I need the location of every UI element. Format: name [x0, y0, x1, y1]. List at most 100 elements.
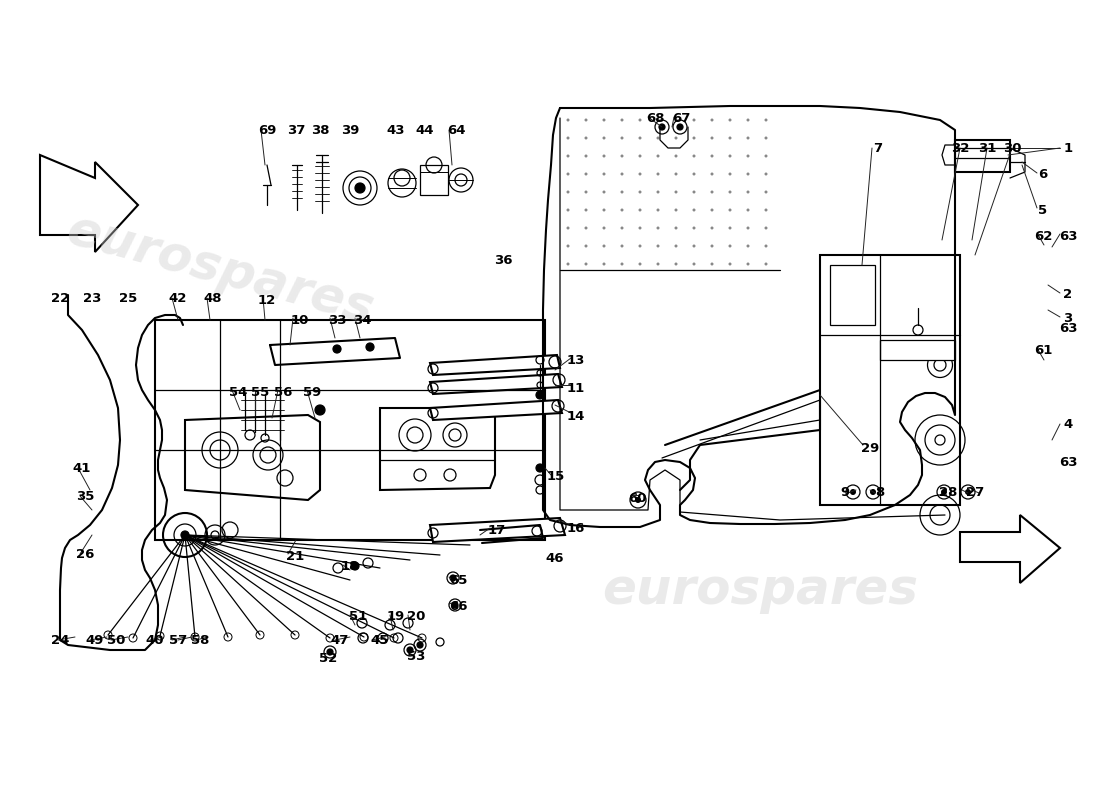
- Text: 59: 59: [302, 386, 321, 398]
- Circle shape: [326, 634, 334, 642]
- Circle shape: [638, 118, 641, 122]
- Circle shape: [584, 209, 587, 211]
- Circle shape: [850, 489, 856, 495]
- Circle shape: [728, 245, 732, 247]
- Circle shape: [940, 489, 947, 495]
- Circle shape: [728, 118, 732, 122]
- Text: 20: 20: [407, 610, 426, 623]
- Text: 57: 57: [169, 634, 187, 646]
- Circle shape: [584, 118, 587, 122]
- Circle shape: [764, 190, 768, 194]
- Text: 49: 49: [86, 634, 104, 646]
- Circle shape: [566, 245, 570, 247]
- Circle shape: [566, 154, 570, 158]
- Text: 31: 31: [978, 142, 997, 154]
- Circle shape: [603, 118, 605, 122]
- Text: 63: 63: [1058, 322, 1077, 334]
- Text: 1: 1: [1064, 142, 1072, 154]
- Text: 26: 26: [76, 549, 95, 562]
- Text: 4: 4: [1064, 418, 1072, 431]
- Circle shape: [129, 634, 138, 642]
- Text: 65: 65: [449, 574, 468, 586]
- Circle shape: [224, 633, 232, 641]
- Circle shape: [693, 245, 695, 247]
- Circle shape: [657, 154, 660, 158]
- Circle shape: [620, 209, 624, 211]
- Text: 21: 21: [286, 550, 304, 562]
- Circle shape: [638, 173, 641, 175]
- Circle shape: [407, 647, 412, 653]
- Polygon shape: [185, 415, 320, 500]
- Circle shape: [693, 154, 695, 158]
- Circle shape: [638, 262, 641, 266]
- Circle shape: [536, 464, 544, 472]
- Circle shape: [764, 137, 768, 139]
- Circle shape: [676, 124, 683, 130]
- Bar: [420, 165, 448, 195]
- Text: 7: 7: [873, 142, 882, 154]
- Circle shape: [351, 562, 359, 570]
- Text: 12: 12: [257, 294, 276, 306]
- Circle shape: [620, 118, 624, 122]
- Text: 27: 27: [966, 486, 984, 499]
- Circle shape: [450, 575, 456, 581]
- Circle shape: [657, 209, 660, 211]
- Circle shape: [315, 405, 324, 415]
- Circle shape: [327, 649, 333, 655]
- Circle shape: [620, 154, 624, 158]
- Text: eurospares: eurospares: [62, 206, 378, 334]
- Circle shape: [728, 173, 732, 175]
- Circle shape: [620, 226, 624, 230]
- Circle shape: [674, 173, 678, 175]
- Circle shape: [657, 226, 660, 230]
- Text: 10: 10: [290, 314, 309, 326]
- Circle shape: [603, 209, 605, 211]
- Text: 34: 34: [353, 314, 372, 326]
- Text: eurospares: eurospares: [602, 566, 918, 614]
- Circle shape: [728, 190, 732, 194]
- Text: 46: 46: [546, 551, 564, 565]
- Circle shape: [747, 190, 749, 194]
- Text: 66: 66: [449, 601, 468, 614]
- Text: 60: 60: [628, 491, 647, 505]
- Circle shape: [728, 262, 732, 266]
- Circle shape: [674, 245, 678, 247]
- Circle shape: [674, 190, 678, 194]
- Text: 63: 63: [1058, 455, 1077, 469]
- Text: 17: 17: [488, 523, 506, 537]
- Circle shape: [584, 190, 587, 194]
- Circle shape: [657, 262, 660, 266]
- Circle shape: [674, 137, 678, 139]
- Circle shape: [635, 497, 641, 503]
- Circle shape: [693, 262, 695, 266]
- Circle shape: [747, 154, 749, 158]
- Circle shape: [657, 137, 660, 139]
- Text: 50: 50: [107, 634, 125, 646]
- Circle shape: [711, 118, 714, 122]
- Circle shape: [764, 154, 768, 158]
- Circle shape: [566, 137, 570, 139]
- Text: 51: 51: [349, 610, 367, 623]
- Circle shape: [638, 154, 641, 158]
- Circle shape: [603, 226, 605, 230]
- Text: 68: 68: [646, 111, 664, 125]
- Text: 45: 45: [371, 634, 389, 646]
- Text: 42: 42: [168, 291, 187, 305]
- Circle shape: [764, 262, 768, 266]
- Circle shape: [657, 190, 660, 194]
- Text: 23: 23: [82, 291, 101, 305]
- Circle shape: [764, 245, 768, 247]
- Text: 6: 6: [1038, 169, 1047, 182]
- Polygon shape: [379, 408, 495, 490]
- Circle shape: [728, 154, 732, 158]
- Circle shape: [104, 631, 112, 639]
- Circle shape: [603, 190, 605, 194]
- Circle shape: [355, 183, 365, 193]
- Text: 16: 16: [566, 522, 585, 534]
- Text: 64: 64: [447, 125, 465, 138]
- Circle shape: [728, 209, 732, 211]
- Text: 48: 48: [204, 291, 222, 305]
- Text: 2: 2: [1064, 289, 1072, 302]
- Circle shape: [711, 262, 714, 266]
- Circle shape: [603, 262, 605, 266]
